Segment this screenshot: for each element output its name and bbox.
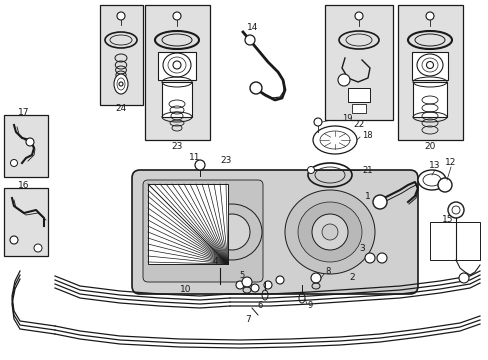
Text: 5: 5 bbox=[239, 271, 244, 280]
Bar bbox=[4, 188, 48, 256]
Text: 15: 15 bbox=[441, 215, 453, 224]
Circle shape bbox=[34, 244, 42, 252]
Circle shape bbox=[264, 281, 271, 289]
Circle shape bbox=[426, 62, 433, 68]
Bar bbox=[397, 5, 462, 140]
Bar bbox=[411, 52, 447, 80]
Text: 7: 7 bbox=[244, 315, 250, 324]
Bar bbox=[4, 115, 48, 177]
Circle shape bbox=[173, 12, 181, 20]
Circle shape bbox=[376, 253, 386, 263]
Text: 23: 23 bbox=[171, 141, 183, 150]
Circle shape bbox=[310, 273, 320, 283]
Circle shape bbox=[249, 82, 262, 94]
Text: 6: 6 bbox=[257, 301, 262, 310]
Text: 16: 16 bbox=[18, 180, 30, 189]
Circle shape bbox=[195, 160, 204, 170]
Ellipse shape bbox=[417, 170, 445, 190]
Bar bbox=[351, 104, 365, 113]
Circle shape bbox=[337, 74, 349, 86]
Bar bbox=[148, 184, 227, 264]
Circle shape bbox=[236, 281, 244, 289]
Bar bbox=[145, 5, 209, 140]
Circle shape bbox=[214, 214, 249, 250]
Text: 23: 23 bbox=[220, 156, 231, 165]
Ellipse shape bbox=[297, 202, 361, 262]
Bar bbox=[158, 52, 196, 80]
Circle shape bbox=[10, 236, 18, 244]
Text: 14: 14 bbox=[247, 23, 258, 32]
Ellipse shape bbox=[202, 204, 262, 260]
Circle shape bbox=[173, 61, 181, 69]
Circle shape bbox=[275, 276, 284, 284]
Circle shape bbox=[458, 273, 468, 283]
Circle shape bbox=[425, 12, 433, 20]
Text: 18: 18 bbox=[361, 131, 372, 140]
Text: 2: 2 bbox=[348, 273, 354, 282]
Circle shape bbox=[451, 206, 459, 214]
Circle shape bbox=[354, 12, 362, 20]
Circle shape bbox=[26, 138, 34, 146]
Circle shape bbox=[250, 284, 259, 292]
Bar bbox=[412, 82, 446, 117]
Bar bbox=[429, 222, 479, 260]
Circle shape bbox=[244, 35, 254, 45]
Text: 1: 1 bbox=[365, 192, 370, 201]
Text: 22: 22 bbox=[353, 120, 364, 129]
Circle shape bbox=[313, 118, 321, 126]
Text: 11: 11 bbox=[189, 153, 201, 162]
Circle shape bbox=[447, 202, 463, 218]
Text: 17: 17 bbox=[18, 108, 30, 117]
Text: 10: 10 bbox=[180, 285, 191, 294]
Text: 21: 21 bbox=[361, 166, 372, 175]
Ellipse shape bbox=[285, 190, 374, 274]
Circle shape bbox=[242, 277, 251, 287]
Bar bbox=[325, 5, 392, 120]
FancyBboxPatch shape bbox=[132, 170, 417, 294]
Circle shape bbox=[307, 166, 314, 174]
Circle shape bbox=[364, 253, 374, 263]
Text: 12: 12 bbox=[445, 158, 456, 166]
Text: 19: 19 bbox=[341, 113, 352, 122]
Bar bbox=[162, 82, 192, 117]
Circle shape bbox=[119, 82, 123, 86]
Circle shape bbox=[321, 224, 337, 240]
Text: 24: 24 bbox=[115, 104, 126, 113]
Text: 4: 4 bbox=[212, 257, 217, 266]
Bar bbox=[100, 5, 142, 105]
Ellipse shape bbox=[114, 74, 128, 94]
Bar bbox=[347, 88, 369, 102]
FancyBboxPatch shape bbox=[142, 180, 263, 282]
Text: 8: 8 bbox=[325, 267, 330, 276]
Text: 9: 9 bbox=[307, 301, 313, 310]
Text: 3: 3 bbox=[358, 243, 364, 252]
Circle shape bbox=[372, 195, 386, 209]
Circle shape bbox=[10, 159, 18, 166]
Text: 20: 20 bbox=[424, 141, 435, 150]
Circle shape bbox=[437, 178, 451, 192]
Circle shape bbox=[117, 12, 125, 20]
Circle shape bbox=[311, 214, 347, 250]
Text: 13: 13 bbox=[428, 161, 440, 170]
